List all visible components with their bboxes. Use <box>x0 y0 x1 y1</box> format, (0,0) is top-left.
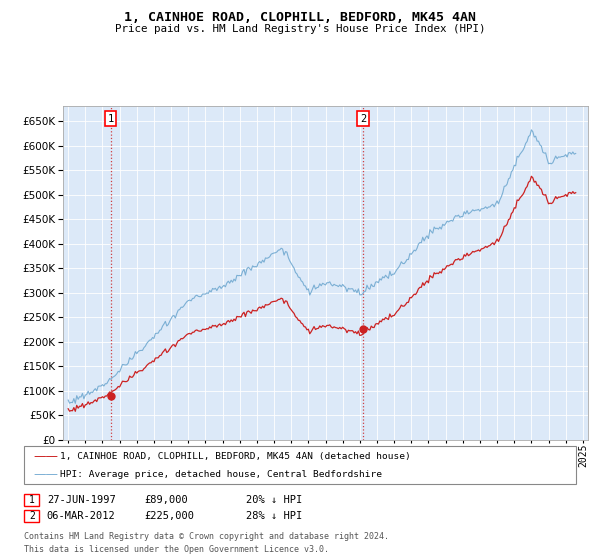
Text: 1, CAINHOE ROAD, CLOPHILL, BEDFORD, MK45 4AN (detached house): 1, CAINHOE ROAD, CLOPHILL, BEDFORD, MK45… <box>60 452 411 461</box>
Text: 1: 1 <box>29 495 35 505</box>
Text: 1: 1 <box>107 114 114 124</box>
Text: £89,000: £89,000 <box>144 495 188 505</box>
Text: 28% ↓ HPI: 28% ↓ HPI <box>246 511 302 521</box>
Text: 27-JUN-1997: 27-JUN-1997 <box>47 495 116 505</box>
Text: £225,000: £225,000 <box>144 511 194 521</box>
Text: 20% ↓ HPI: 20% ↓ HPI <box>246 495 302 505</box>
Text: 2: 2 <box>29 511 35 521</box>
Text: HPI: Average price, detached house, Central Bedfordshire: HPI: Average price, detached house, Cent… <box>60 470 382 479</box>
Text: 1, CAINHOE ROAD, CLOPHILL, BEDFORD, MK45 4AN: 1, CAINHOE ROAD, CLOPHILL, BEDFORD, MK45… <box>124 11 476 24</box>
Text: ——: —— <box>33 450 58 463</box>
Text: 2: 2 <box>360 114 366 124</box>
Text: 06-MAR-2012: 06-MAR-2012 <box>47 511 116 521</box>
Text: ——: —— <box>33 468 58 480</box>
Text: Contains HM Land Registry data © Crown copyright and database right 2024.
This d: Contains HM Land Registry data © Crown c… <box>24 532 389 553</box>
Text: Price paid vs. HM Land Registry's House Price Index (HPI): Price paid vs. HM Land Registry's House … <box>115 24 485 34</box>
